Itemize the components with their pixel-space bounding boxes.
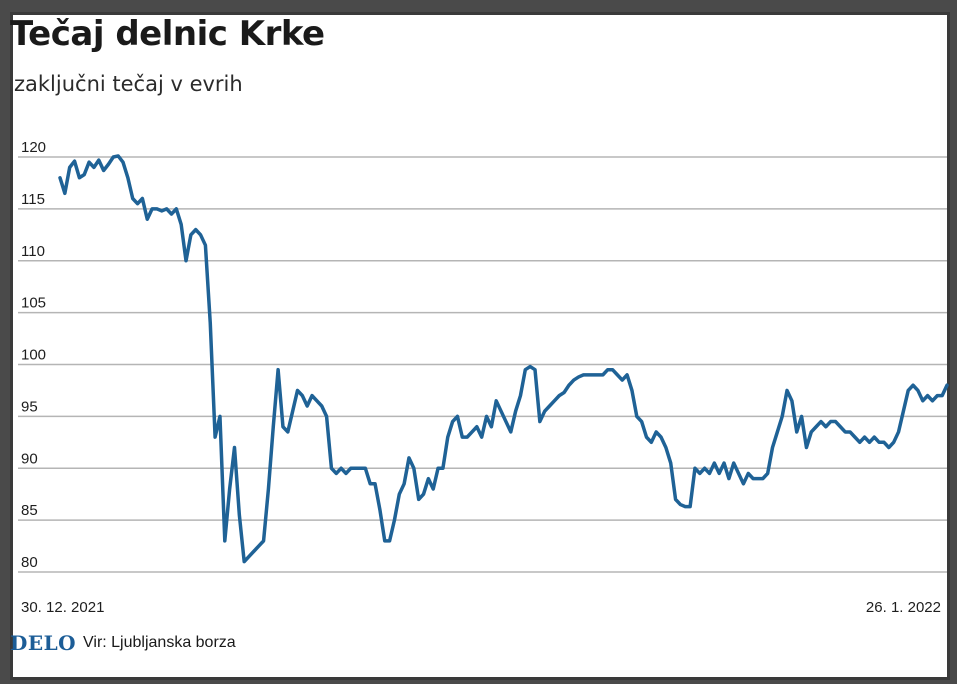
series-layer <box>58 154 949 564</box>
delo-logo: DELO <box>10 631 77 655</box>
chart-subtitle: zaključni tečaj v evrih <box>14 72 243 96</box>
source-note: Vir: Ljubljanska borza <box>83 634 236 651</box>
x-tick-label-end: 26. 1. 2022 <box>866 599 941 616</box>
y-tick-label: 120 <box>21 139 46 156</box>
y-tick-labels: 120 115 110 105 100 95 90 85 80 <box>21 139 46 571</box>
chart-title: Tečaj delnic Krke <box>10 14 325 54</box>
y-tick-label: 95 <box>21 398 38 415</box>
y-tick-label: 100 <box>21 347 46 364</box>
grid-lines <box>18 156 947 573</box>
series-line-0 <box>58 154 949 564</box>
y-tick-label: 105 <box>21 295 46 312</box>
y-tick-label: 90 <box>21 450 38 467</box>
chart-frame <box>10 12 950 680</box>
y-tick-label: 85 <box>21 502 38 519</box>
x-tick-label-start: 30. 12. 2021 <box>21 599 104 616</box>
y-tick-label: 115 <box>21 191 45 208</box>
y-tick-label: 80 <box>21 554 38 571</box>
y-tick-label: 110 <box>21 243 45 260</box>
